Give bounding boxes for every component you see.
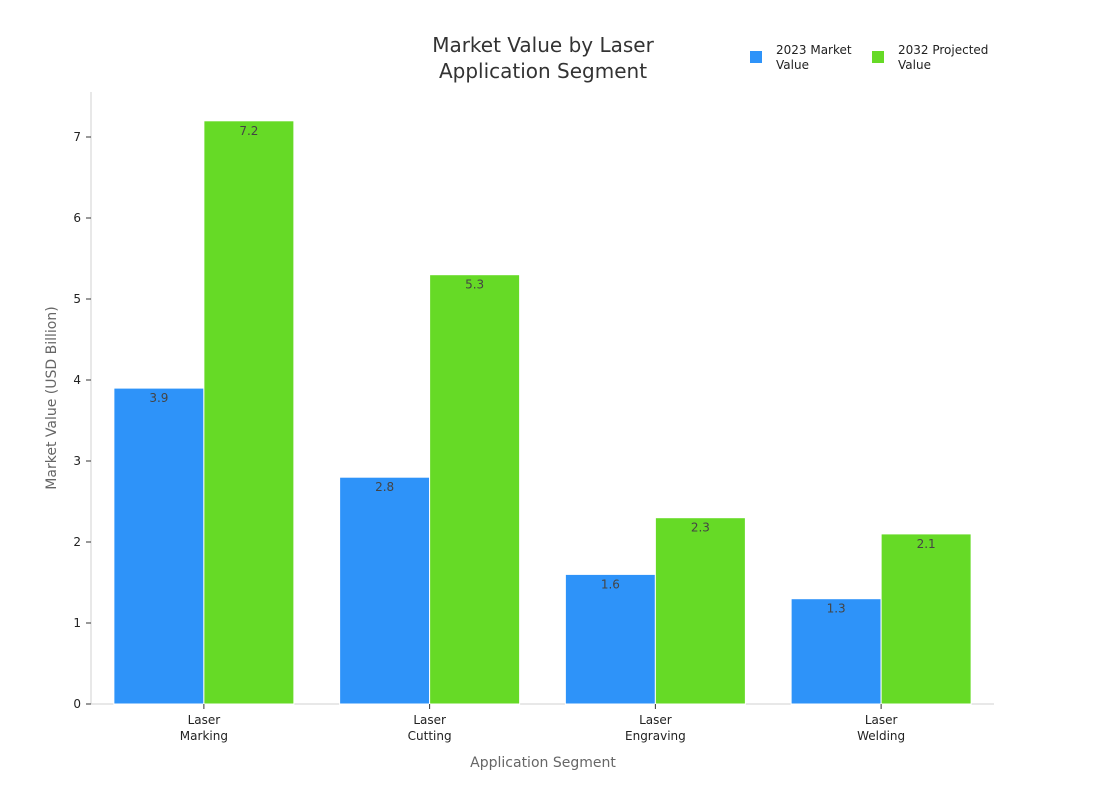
bar-2032 (880, 533, 972, 705)
legend-swatch-2032 (872, 51, 884, 63)
legend-label-2023-line-1: 2023 Market (776, 43, 852, 57)
y-axis-title: Market Value (USD Billion) (44, 306, 60, 489)
y-tick-label: 2 (73, 535, 81, 549)
data-label: 1.3 (827, 602, 846, 616)
data-label: 7.2 (239, 124, 258, 138)
x-tick-label: Laser (639, 713, 672, 727)
legend-label-2023-line-2: Value (776, 58, 809, 72)
y-tick-label: 7 (73, 130, 81, 144)
bar-2032 (203, 120, 295, 705)
chart-title: Market Value by Laser Application Segmen… (432, 33, 654, 83)
bar-2023 (339, 476, 431, 705)
y-tick-label: 1 (73, 616, 81, 630)
legend: 2023 Market Value 2032 Projected Value (750, 43, 988, 72)
y-tick-label: 4 (73, 373, 81, 387)
x-tick-label: Laser (188, 713, 221, 727)
x-tick-label: Laser (413, 713, 446, 727)
x-tick-label: Marking (180, 729, 228, 743)
data-label: 1.6 (601, 577, 620, 591)
bar-2023 (113, 387, 205, 705)
plot-area: 0 1 2 3 4 5 6 7 3.9 7.2 Laser Marking 2.8 5.3 Laser Cut… (73, 92, 994, 743)
x-tick-label: Engraving (625, 729, 686, 743)
legend-label-2032-line-2: Value (898, 58, 931, 72)
bar-2032 (654, 517, 746, 705)
x-tick-label: Welding (857, 729, 905, 743)
data-label: 2.8 (375, 480, 394, 494)
bar-2023 (790, 598, 882, 705)
legend-swatch-2023 (750, 51, 762, 63)
y-tick-label: 6 (73, 211, 81, 225)
data-label: 5.3 (465, 278, 484, 292)
chart-title-line-1: Market Value by Laser (432, 33, 654, 57)
bar-2032 (429, 274, 521, 705)
x-axis-title: Application Segment (470, 755, 616, 771)
data-label: 3.9 (149, 391, 168, 405)
x-tick-label: Laser (865, 713, 898, 727)
y-tick-label: 5 (73, 292, 81, 306)
y-tick-label: 3 (73, 454, 81, 468)
data-label: 2.3 (691, 521, 710, 535)
x-tick-label: Cutting (408, 729, 452, 743)
legend-label-2032-line-1: 2032 Projected (898, 43, 988, 57)
bar-2023 (564, 573, 656, 705)
data-label: 2.1 (917, 537, 936, 551)
chart-title-line-2: Application Segment (439, 59, 647, 83)
y-tick-label: 0 (73, 697, 81, 711)
